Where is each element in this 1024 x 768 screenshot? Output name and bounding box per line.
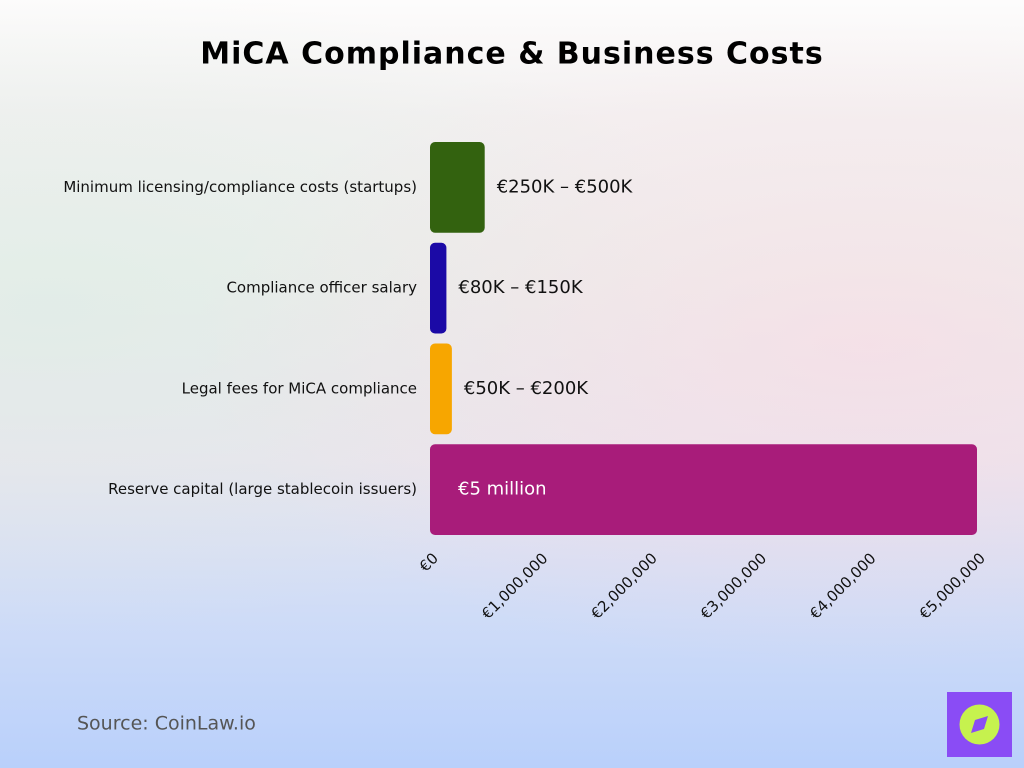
value-label: €50K – €200K [464,378,589,399]
y-tick-label: Reserve capital (large stablecoin issuer… [108,480,417,498]
logo-needle [971,716,988,733]
value-label: €250K – €500K [497,176,634,197]
x-tick-label: €2,000,000 [587,549,660,622]
source: Source: CoinLaw.io [77,713,256,735]
value-label: €5 million [458,479,547,500]
bar [430,242,447,334]
x-tick-label: €0 [416,549,442,575]
y-tick-label: Minimum licensing/compliance costs (star… [63,178,417,196]
x-tick-label: €5,000,000 [916,549,989,622]
y-tick-label: Compliance officer salary [226,279,417,297]
chart-title: MiCA Compliance & Business Costs [200,37,823,72]
y-tick-label: Legal fees for MiCA compliance [182,379,417,397]
x-tick-label: €1,000,000 [478,549,551,622]
bar [430,343,452,435]
x-tick-label: €4,000,000 [806,549,879,622]
value-label: €80K – €150K [458,277,583,298]
bar [430,142,485,233]
x-tick-label: €3,000,000 [697,549,770,622]
bar [430,444,977,535]
logo [947,692,1012,757]
